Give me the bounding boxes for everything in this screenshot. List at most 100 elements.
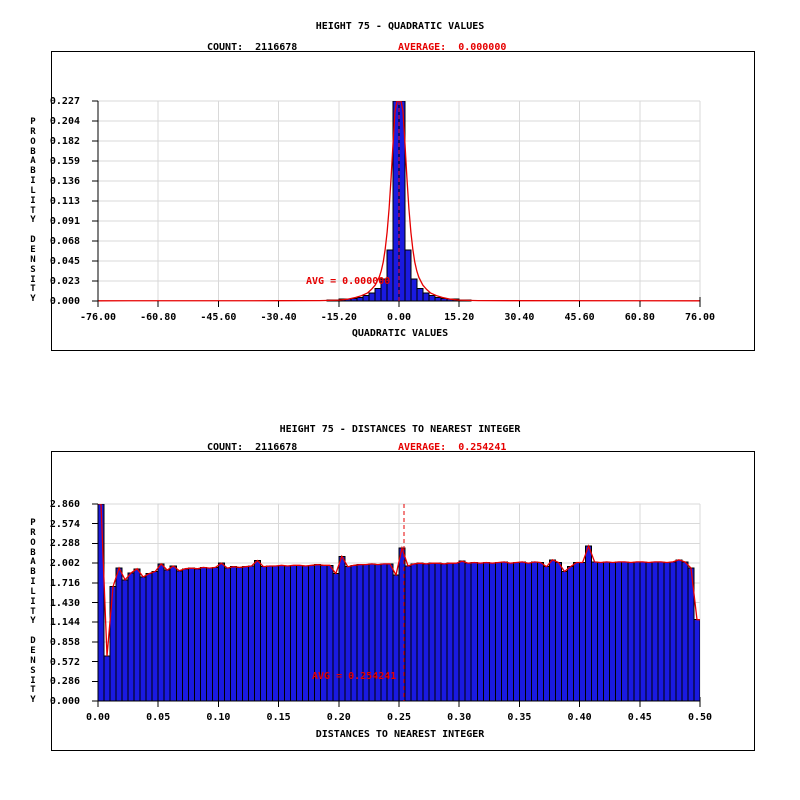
ylabel-char: D bbox=[30, 636, 36, 647]
avg-annotation: AVG = 0.000000 bbox=[306, 276, 391, 287]
ylabel-char: N bbox=[30, 254, 36, 265]
average-label: AVERAGE: 0.254241 bbox=[398, 442, 507, 453]
y-tick-label: 0.113 bbox=[49, 196, 80, 207]
density-curve bbox=[98, 504, 700, 657]
ylabel-char: I bbox=[30, 577, 36, 588]
x-tick-label: 0.15 bbox=[266, 712, 291, 723]
x-tick-label: 0.25 bbox=[386, 712, 412, 723]
ylabel-char: L bbox=[30, 586, 36, 597]
ylabel-char: O bbox=[30, 537, 36, 548]
ylabel-char: Y bbox=[30, 695, 36, 706]
histogram-bar bbox=[98, 504, 105, 702]
x-tick-label: 15.20 bbox=[444, 312, 475, 323]
x-tick-label: 0.00 bbox=[85, 712, 111, 723]
ylabel-char: I bbox=[30, 274, 36, 285]
ylabel-char: R bbox=[30, 527, 36, 538]
y-tick-label: 1.430 bbox=[49, 597, 80, 609]
ylabel-char: T bbox=[30, 205, 36, 216]
x-tick-label: 0.10 bbox=[206, 712, 231, 723]
ylabel-char: L bbox=[30, 185, 36, 196]
ylabel-char: E bbox=[30, 244, 36, 255]
y-tick-label: 0.068 bbox=[49, 236, 80, 247]
histogram-bars bbox=[98, 504, 700, 702]
y-tick-label: 0.204 bbox=[49, 116, 80, 127]
y-tick-label: 0.572 bbox=[49, 656, 80, 668]
x-tick-label: 0.50 bbox=[687, 712, 713, 723]
ylabel-char: Y bbox=[30, 215, 36, 226]
ylabel-char: T bbox=[30, 606, 36, 617]
ylabel-char: Y bbox=[30, 616, 36, 627]
y-tick-label: 0.136 bbox=[49, 176, 80, 187]
ylabel-char: Y bbox=[30, 294, 36, 305]
chart-frame-distances bbox=[51, 451, 755, 751]
ylabel-char: B bbox=[30, 547, 36, 558]
ylabel-char: A bbox=[30, 156, 36, 167]
x-tick-label: -15.20 bbox=[320, 312, 357, 323]
x-tick-label: 0.45 bbox=[627, 712, 652, 723]
y-tick-label: 2.860 bbox=[49, 499, 80, 510]
ylabel-char: A bbox=[30, 557, 36, 568]
y-tick-label: 0.858 bbox=[49, 636, 80, 648]
x-axis-label: DISTANCES TO NEAREST INTEGER bbox=[315, 729, 485, 740]
ylabel-char: O bbox=[30, 136, 36, 147]
ylabel-char: E bbox=[30, 645, 36, 656]
y-tick-label: 0.023 bbox=[49, 276, 80, 287]
ylabel-char: R bbox=[30, 126, 36, 137]
x-tick-label: 0.05 bbox=[146, 712, 171, 723]
ylabel-char: T bbox=[30, 685, 36, 696]
x-tick-label: 45.60 bbox=[564, 312, 595, 323]
y-tick-label: 2.002 bbox=[49, 558, 80, 570]
ylabel-char: I bbox=[30, 596, 36, 607]
x-tick-label: 0.00 bbox=[386, 312, 412, 323]
ylabel-char: D bbox=[30, 235, 36, 246]
ylabel-char: S bbox=[30, 665, 36, 676]
x-tick-label: 0.20 bbox=[326, 712, 351, 723]
ylabel-char: P bbox=[30, 518, 36, 528]
x-tick-label: 30.40 bbox=[504, 312, 535, 323]
chart-frame-quadratic bbox=[51, 51, 755, 351]
x-tick-label: -60.80 bbox=[140, 312, 177, 323]
y-tick-label: 0.091 bbox=[49, 216, 80, 227]
histogram-bar bbox=[404, 249, 412, 302]
ylabel-char: B bbox=[30, 567, 36, 578]
x-tick-label: -30.40 bbox=[260, 312, 297, 323]
y-tick-label: 0.182 bbox=[49, 136, 80, 147]
ylabel-char: N bbox=[30, 655, 36, 666]
y-tick-label: 0.286 bbox=[49, 676, 80, 688]
ylabel-char: I bbox=[30, 195, 36, 206]
count-label: COUNT: 2116678 bbox=[207, 42, 298, 53]
average-label: AVERAGE: 0.000000 bbox=[398, 42, 507, 53]
x-tick-label: 0.40 bbox=[567, 712, 592, 723]
chart-title-distances: HEIGHT 75 - DISTANCES TO NEAREST INTEGER bbox=[279, 424, 521, 435]
y-tick-label: 0.045 bbox=[49, 256, 80, 267]
ylabel-char: S bbox=[30, 264, 36, 275]
x-tick-label: -76.00 bbox=[79, 312, 117, 323]
y-tick-label: 0.227 bbox=[49, 96, 80, 107]
x-tick-label: -45.60 bbox=[200, 312, 237, 323]
y-tick-label: 1.144 bbox=[49, 617, 80, 629]
y-tick-label: 2.288 bbox=[49, 538, 80, 550]
ylabel-char: B bbox=[30, 146, 36, 157]
ylabel-char: I bbox=[30, 176, 36, 187]
ylabel-char: I bbox=[30, 675, 36, 686]
x-axis-label: QUADRATIC VALUES bbox=[351, 328, 449, 339]
count-label: COUNT: 2116678 bbox=[207, 442, 298, 453]
density-curve bbox=[98, 101, 700, 302]
x-tick-label: 0.35 bbox=[507, 712, 532, 723]
ylabel-char: B bbox=[30, 166, 36, 177]
chart-title-quadratic: HEIGHT 75 - QUADRATIC VALUES bbox=[315, 21, 485, 32]
y-tick-label: 0.000 bbox=[49, 296, 80, 307]
x-tick-label: 76.00 bbox=[684, 312, 716, 323]
y-tick-label: 0.000 bbox=[49, 696, 80, 707]
y-tick-label: 1.716 bbox=[49, 577, 80, 589]
x-tick-label: 60.80 bbox=[624, 312, 655, 323]
ylabel-char: T bbox=[30, 284, 36, 295]
y-tick-label: 2.574 bbox=[49, 518, 80, 530]
y-tick-label: 0.159 bbox=[49, 156, 80, 167]
avg-annotation: AVG = 0.254241 bbox=[312, 671, 397, 682]
ylabel-char: P bbox=[30, 117, 36, 127]
